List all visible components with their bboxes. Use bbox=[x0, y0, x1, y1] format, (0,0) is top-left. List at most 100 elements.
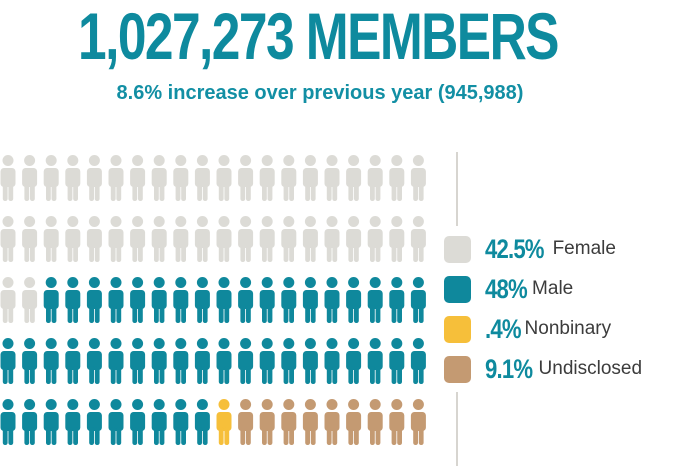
person-icon bbox=[108, 155, 124, 201]
legend-label-female: Female bbox=[552, 238, 616, 259]
person-icon bbox=[259, 277, 275, 323]
person-icon bbox=[324, 216, 340, 262]
legend-item-female: 42.5% Female bbox=[444, 234, 616, 264]
person-icon bbox=[238, 216, 254, 262]
person-icon bbox=[324, 277, 340, 323]
person-icon bbox=[302, 216, 318, 262]
legend-label-nonbinary: Nonbinary bbox=[524, 318, 612, 339]
person-icon bbox=[65, 216, 81, 262]
pictogram-chart bbox=[0, 155, 426, 445]
person-icon bbox=[151, 338, 167, 384]
legend-percent-undisclosed: 9.1% bbox=[485, 353, 533, 384]
person-icon bbox=[194, 216, 210, 262]
legend-percent-male: 48% bbox=[485, 273, 528, 304]
person-icon bbox=[259, 399, 275, 445]
legend-swatch-female bbox=[444, 235, 471, 263]
person-icon bbox=[86, 216, 102, 262]
person-icon bbox=[346, 277, 362, 323]
legend-label-undisclosed: Undisclosed bbox=[538, 358, 643, 379]
person-icon bbox=[194, 338, 210, 384]
person-icon bbox=[238, 155, 254, 201]
person-icon bbox=[22, 399, 38, 445]
person-icon bbox=[65, 155, 81, 201]
person-icon bbox=[130, 399, 146, 445]
person-icon bbox=[65, 338, 81, 384]
person-icon bbox=[86, 277, 102, 323]
person-icon bbox=[259, 338, 275, 384]
legend-item-undisclosed: 9.1% Undisclosed bbox=[444, 354, 642, 384]
person-icon bbox=[346, 338, 362, 384]
person-icon bbox=[281, 155, 297, 201]
person-icon bbox=[324, 155, 340, 201]
person-icon bbox=[216, 155, 232, 201]
person-icon bbox=[346, 399, 362, 445]
person-icon bbox=[130, 338, 146, 384]
person-icon bbox=[22, 277, 38, 323]
person-icon bbox=[302, 277, 318, 323]
person-icon bbox=[0, 399, 16, 445]
legend-label-male: Male bbox=[532, 278, 574, 299]
person-icon bbox=[367, 399, 383, 445]
person-icon bbox=[238, 338, 254, 384]
person-icon bbox=[389, 155, 405, 201]
person-icon bbox=[173, 277, 189, 323]
person-icon bbox=[43, 399, 59, 445]
person-icon bbox=[410, 216, 426, 262]
person-icon bbox=[410, 399, 426, 445]
person-icon bbox=[281, 338, 297, 384]
person-icon bbox=[346, 216, 362, 262]
person-icon bbox=[389, 277, 405, 323]
person-icon bbox=[0, 277, 16, 323]
person-icon bbox=[410, 338, 426, 384]
person-icon bbox=[22, 155, 38, 201]
person-icon bbox=[324, 399, 340, 445]
person-icon bbox=[324, 338, 340, 384]
person-icon bbox=[238, 399, 254, 445]
person-icon bbox=[194, 399, 210, 445]
person-icon bbox=[410, 155, 426, 201]
person-icon bbox=[151, 216, 167, 262]
person-icon bbox=[86, 399, 102, 445]
legend-percent-female: 42.5% bbox=[485, 233, 544, 264]
person-icon bbox=[302, 399, 318, 445]
person-icon bbox=[130, 277, 146, 323]
person-icon bbox=[259, 155, 275, 201]
person-icon bbox=[22, 338, 38, 384]
person-icon bbox=[302, 338, 318, 384]
legend-swatch-undisclosed bbox=[444, 355, 471, 383]
person-icon bbox=[173, 155, 189, 201]
person-icon bbox=[281, 277, 297, 323]
person-icon bbox=[216, 399, 232, 445]
legend-item-male: 48% Male bbox=[444, 274, 573, 304]
person-icon bbox=[86, 155, 102, 201]
legend-swatch-male bbox=[444, 275, 471, 303]
person-icon bbox=[43, 338, 59, 384]
person-icon bbox=[130, 155, 146, 201]
person-icon bbox=[173, 216, 189, 262]
person-icon bbox=[151, 277, 167, 323]
person-icon bbox=[65, 399, 81, 445]
person-icon bbox=[367, 338, 383, 384]
person-icon bbox=[216, 216, 232, 262]
person-icon bbox=[43, 277, 59, 323]
person-icon bbox=[173, 399, 189, 445]
person-icon bbox=[151, 399, 167, 445]
person-icon bbox=[410, 277, 426, 323]
person-icon bbox=[43, 216, 59, 262]
person-icon bbox=[0, 338, 16, 384]
person-icon bbox=[0, 216, 16, 262]
person-icon bbox=[22, 216, 38, 262]
person-icon bbox=[238, 277, 254, 323]
person-icon bbox=[302, 155, 318, 201]
person-icon bbox=[216, 277, 232, 323]
divider-bottom bbox=[456, 392, 458, 466]
page-subtitle: 8.6% increase over previous year (945,98… bbox=[116, 82, 524, 104]
person-icon bbox=[108, 216, 124, 262]
person-icon bbox=[108, 399, 124, 445]
person-icon bbox=[173, 338, 189, 384]
legend-percent-nonbinary: .4% bbox=[485, 313, 522, 344]
person-icon bbox=[216, 338, 232, 384]
page-title: 1,027,273 MEMBERS bbox=[78, 0, 560, 73]
person-icon bbox=[367, 277, 383, 323]
person-icon bbox=[389, 338, 405, 384]
